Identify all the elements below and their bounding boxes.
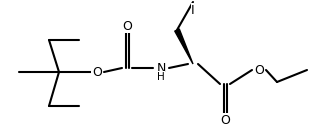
Text: O: O xyxy=(220,113,230,127)
Text: N: N xyxy=(156,62,166,75)
Text: H: H xyxy=(157,72,165,82)
Polygon shape xyxy=(175,29,193,64)
Text: O: O xyxy=(92,66,102,79)
Text: O: O xyxy=(254,63,264,76)
Text: O: O xyxy=(122,19,132,33)
Text: I: I xyxy=(191,3,195,17)
